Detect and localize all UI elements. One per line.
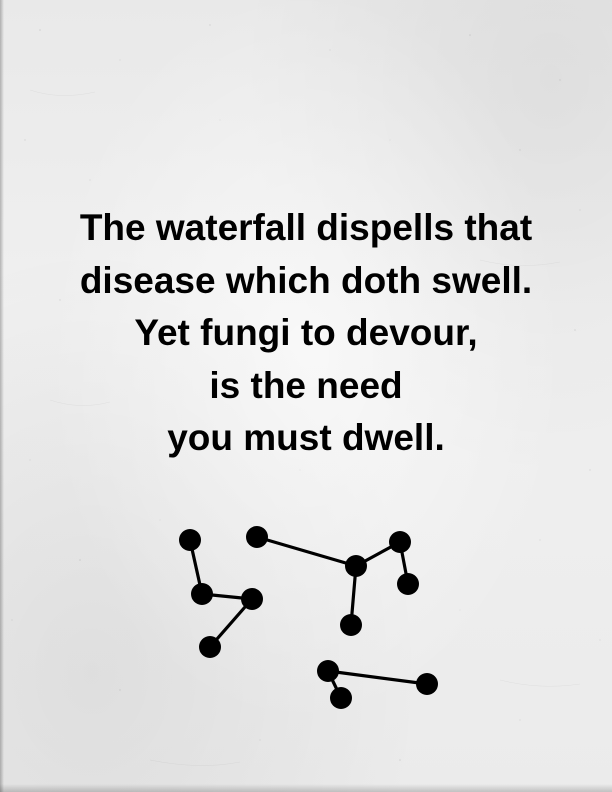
verse-line-1: The waterfall dispells that [79,207,533,248]
verse-line-5: you must dwell. [167,417,445,458]
constellation-dot [191,583,213,605]
constellation-dot [416,673,438,695]
constellation-dot [179,529,201,551]
constellation-dot [246,526,268,548]
constellation-dot [340,614,362,636]
constellation-dot [241,588,263,610]
bottom-edge-shadow [0,784,612,792]
constellation-dot [389,531,411,553]
left-edge-shadow [0,0,4,792]
constellation-dot [199,636,221,658]
verse-line-4: is the need [209,364,403,406]
constellation-link [255,535,358,568]
constellation-dot [317,660,339,682]
verse-line-3: Yet fungi to devour, [134,312,478,353]
constellation-dot [397,573,419,595]
constellation-dot [345,555,367,577]
riddle-verse: The waterfall dispells that disease whic… [0,202,612,465]
constellation-dot [330,687,352,709]
verse-line-2: disease which doth swell. [79,259,533,301]
constellation-link [326,669,429,686]
